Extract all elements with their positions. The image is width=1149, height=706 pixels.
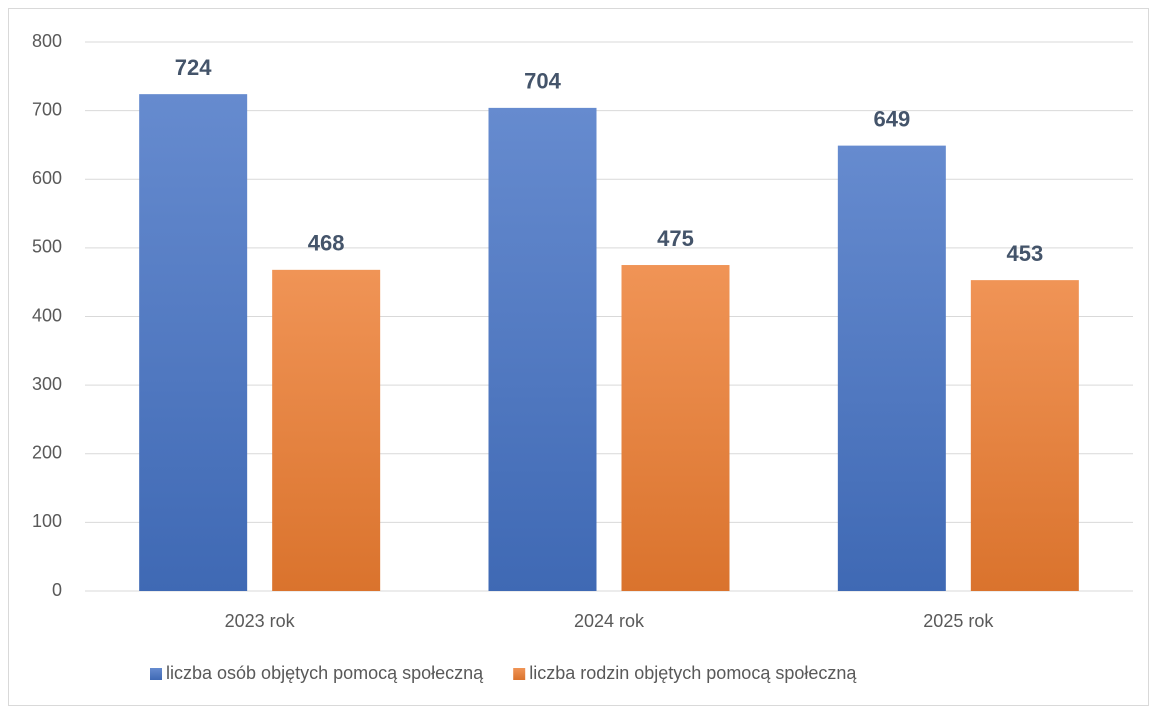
y-tick-label: 300 xyxy=(32,374,62,394)
legend-label: liczba rodzin objętych pomocą społeczną xyxy=(529,663,857,683)
data-label: 453 xyxy=(1006,241,1043,266)
data-label: 724 xyxy=(175,55,212,80)
y-tick-label: 500 xyxy=(32,237,62,257)
data-label: 475 xyxy=(657,226,694,251)
bar xyxy=(272,269,381,591)
data-label: 468 xyxy=(308,231,345,256)
y-tick-label: 800 xyxy=(32,31,62,51)
data-label: 649 xyxy=(873,106,910,131)
bar xyxy=(970,280,1079,591)
y-tick-label: 200 xyxy=(32,443,62,463)
x-tick-label: 2023 rok xyxy=(225,611,296,631)
y-tick-label: 100 xyxy=(32,511,62,531)
bar xyxy=(621,265,730,591)
y-tick-label: 700 xyxy=(32,99,62,119)
y-tick-label: 400 xyxy=(32,305,62,325)
legend-swatch xyxy=(513,668,526,680)
data-label: 704 xyxy=(524,69,561,94)
legend-swatch xyxy=(150,668,162,680)
x-tick-label: 2024 rok xyxy=(574,611,645,631)
y-tick-label: 0 xyxy=(52,580,62,600)
bar xyxy=(139,94,248,591)
y-tick-label: 600 xyxy=(32,168,62,188)
x-tick-label: 2025 rok xyxy=(923,611,994,631)
bar xyxy=(837,145,946,591)
bar xyxy=(488,107,597,591)
legend-label: liczba osób objętych pomocą społeczną xyxy=(166,663,484,683)
